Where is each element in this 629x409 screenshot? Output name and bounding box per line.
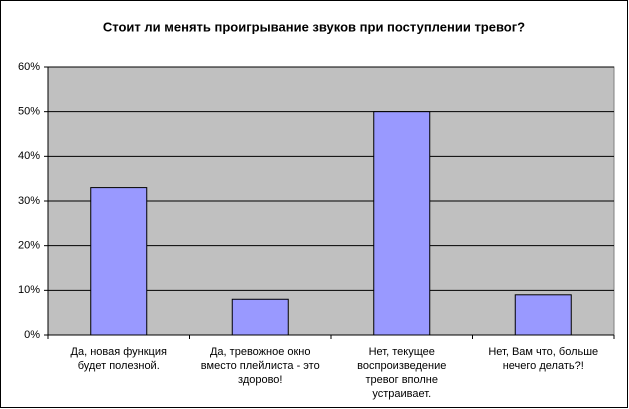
x-tick-label: Нет, Вам что, больше нечего делать?! [488, 346, 599, 372]
y-tick-label: 30% [18, 195, 40, 207]
chart-title: Стоит ли менять проигрывание звуков при … [103, 19, 525, 34]
bar [514, 294, 572, 336]
x-tick-label: Да, новая функция будет полезной. [70, 346, 167, 372]
y-tick-label: 10% [18, 284, 40, 296]
bar [231, 298, 289, 336]
y-tick-label: 20% [18, 240, 40, 252]
bar [373, 111, 431, 336]
x-tick-label: Да, тревожное окно вместо плейлиста - эт… [200, 346, 320, 386]
y-tick-label: 0% [24, 329, 40, 341]
y-tick-label: 50% [18, 106, 40, 118]
y-tick-label: 40% [18, 150, 40, 162]
y-tick-label: 60% [18, 61, 40, 73]
x-tick-label: Нет, текущее воспроизведение тревог впол… [357, 346, 447, 400]
bar [90, 187, 148, 336]
